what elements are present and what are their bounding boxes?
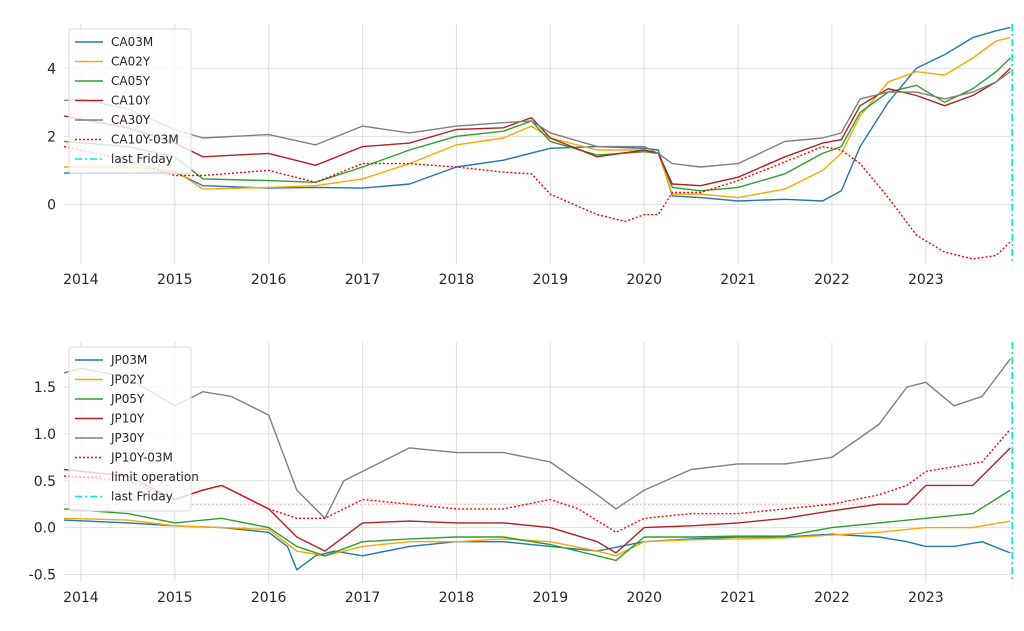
- x-tick-label: 2016: [251, 272, 287, 288]
- x-tick-label: 2021: [720, 272, 756, 288]
- legend-box: [68, 346, 192, 512]
- series-line-jp02y: [64, 517, 1011, 557]
- y-tick-label: -0.5: [29, 568, 56, 584]
- plot-area: [64, 24, 1015, 264]
- series-line-jp05y: [64, 489, 1011, 562]
- legend-label: last Friday: [111, 152, 173, 166]
- y-tick-label: 1.5: [34, 380, 56, 396]
- legend-label: JP02Y: [110, 373, 145, 387]
- legend-label: CA10Y-03M: [111, 133, 179, 147]
- legend-label: CA10Y: [111, 94, 151, 108]
- x-tick-label: 2023: [908, 590, 944, 606]
- series-layer: [64, 342, 1015, 582]
- x-tick-label: 2018: [439, 272, 475, 288]
- series-line-jp03m: [64, 519, 1011, 571]
- series-line-jp10y: [64, 447, 1011, 554]
- x-tick-label: 2016: [251, 590, 287, 606]
- series-line-ca30y: [64, 71, 1011, 168]
- legend-label: CA03M: [111, 35, 153, 49]
- legend-label: JP03M: [110, 353, 147, 367]
- subplot-2: 2014 2015 2016 2017 2018 2019 2020 2021 2022 2023…: [29, 342, 1015, 606]
- x-tick-label: 2021: [720, 590, 756, 606]
- y-tick-label: 0.5: [34, 474, 56, 490]
- x-tick-label: 2014: [63, 590, 99, 606]
- x-tick-label: 2015: [157, 272, 193, 288]
- y-tick-label: 2: [47, 129, 56, 145]
- y-tick-label: 0: [47, 197, 56, 213]
- legend-label: CA02Y: [111, 55, 151, 69]
- x-tick-label: 2020: [626, 590, 662, 606]
- y-tick-label: 4: [47, 61, 56, 77]
- x-tick-label: 2022: [814, 272, 850, 288]
- legend-label: JP30Y: [110, 431, 145, 445]
- legend-label: JP10Y: [110, 412, 145, 426]
- x-tick-label: 2018: [439, 590, 475, 606]
- x-tick-label: 2019: [532, 272, 568, 288]
- legend-label: limit operation: [111, 470, 199, 484]
- series-layer: [64, 24, 1013, 264]
- y-tick-label: 0.0: [34, 521, 56, 537]
- x-tick-label: 2020: [626, 272, 662, 288]
- subplot-1: 2014 2015 2016 2017 2018 2019 2020 2021 2022 2023…: [47, 24, 1015, 288]
- legend-label: JP05Y: [110, 392, 145, 406]
- legend-label: last Friday: [111, 490, 173, 504]
- legend-box: [68, 28, 192, 174]
- series-line-jp10y-03m: [64, 428, 1011, 533]
- legend-label: CA30Y: [111, 113, 151, 127]
- series-line-ca05y: [64, 57, 1011, 192]
- legend-label: JP10Y-03M: [110, 451, 173, 465]
- series-line-jp30y: [64, 358, 1011, 519]
- legend-label: CA05Y: [111, 74, 151, 88]
- plot-area: [64, 342, 1015, 582]
- x-tick-label: 2017: [345, 590, 381, 606]
- y-tick-label: 1.0: [34, 427, 56, 443]
- x-tick-label: 2017: [345, 272, 381, 288]
- legend: CA03M CA02Y CA05Y CA10Y CA30Y CA10Y-03M last F…: [68, 28, 192, 174]
- x-tick-label: 2014: [63, 272, 99, 288]
- series-line-ca03m: [64, 26, 1011, 202]
- x-tick-label: 2022: [814, 590, 850, 606]
- x-tick-label: 2019: [532, 590, 568, 606]
- x-tick-label: 2015: [157, 590, 193, 606]
- series-line-ca10y-03m: [64, 145, 1011, 260]
- legend: JP03M JP02Y JP05Y JP10Y JP30Y JP10Y-03M limit …: [68, 346, 199, 512]
- x-tick-label: 2023: [908, 272, 944, 288]
